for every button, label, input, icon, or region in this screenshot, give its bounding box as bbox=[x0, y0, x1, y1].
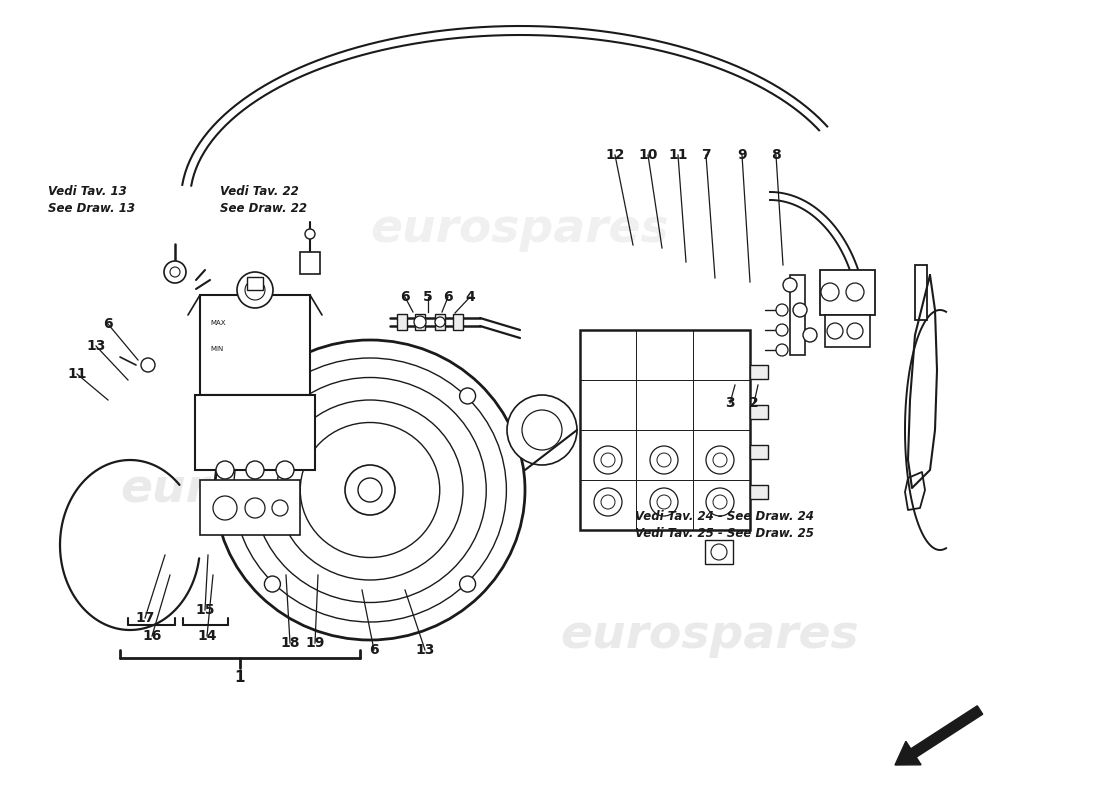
Text: 11: 11 bbox=[67, 367, 87, 381]
Circle shape bbox=[170, 267, 180, 277]
Text: 19: 19 bbox=[306, 636, 324, 650]
Circle shape bbox=[821, 283, 839, 301]
Text: 2: 2 bbox=[749, 396, 759, 410]
Text: eurospares: eurospares bbox=[121, 467, 419, 513]
Bar bbox=[434, 314, 446, 330]
Circle shape bbox=[706, 488, 734, 516]
Circle shape bbox=[847, 323, 864, 339]
Circle shape bbox=[305, 229, 315, 239]
Text: Vedi Tav. 24 - See Draw. 24
Vedi Tav. 25 - See Draw. 25: Vedi Tav. 24 - See Draw. 24 Vedi Tav. 25… bbox=[635, 510, 814, 540]
Circle shape bbox=[522, 410, 562, 450]
Circle shape bbox=[358, 478, 382, 502]
Text: MAX: MAX bbox=[210, 320, 225, 326]
Circle shape bbox=[657, 495, 671, 509]
Text: 11: 11 bbox=[669, 148, 688, 162]
Text: 6: 6 bbox=[370, 643, 378, 657]
Circle shape bbox=[245, 280, 265, 300]
Text: 16: 16 bbox=[142, 629, 162, 643]
Bar bbox=[750, 485, 768, 499]
Circle shape bbox=[460, 388, 475, 404]
Circle shape bbox=[846, 283, 864, 301]
Circle shape bbox=[713, 453, 727, 467]
Circle shape bbox=[434, 317, 446, 327]
Text: 5: 5 bbox=[424, 290, 433, 304]
Bar bbox=[750, 365, 768, 379]
Circle shape bbox=[650, 446, 678, 474]
Bar bbox=[415, 314, 425, 330]
Text: 4: 4 bbox=[465, 290, 475, 304]
Circle shape bbox=[706, 446, 734, 474]
Text: eurospares: eurospares bbox=[561, 613, 859, 658]
Bar bbox=[750, 445, 768, 459]
Circle shape bbox=[793, 303, 807, 317]
Circle shape bbox=[236, 272, 273, 308]
Bar bbox=[705, 540, 733, 564]
Circle shape bbox=[141, 358, 155, 372]
Circle shape bbox=[601, 453, 615, 467]
Circle shape bbox=[345, 465, 395, 515]
Text: 12: 12 bbox=[605, 148, 625, 162]
Circle shape bbox=[264, 388, 280, 404]
Text: 6: 6 bbox=[103, 317, 113, 331]
Circle shape bbox=[711, 544, 727, 560]
Bar bbox=[195, 395, 315, 470]
Circle shape bbox=[164, 261, 186, 283]
Circle shape bbox=[827, 323, 843, 339]
Circle shape bbox=[414, 316, 426, 328]
Circle shape bbox=[272, 500, 288, 516]
Text: 1: 1 bbox=[234, 670, 245, 686]
Text: Vedi Tav. 13
See Draw. 13: Vedi Tav. 13 See Draw. 13 bbox=[48, 185, 135, 215]
Bar bbox=[915, 265, 927, 320]
Circle shape bbox=[776, 324, 788, 336]
Bar bbox=[300, 252, 320, 274]
Bar bbox=[200, 480, 300, 535]
Circle shape bbox=[264, 576, 280, 592]
Text: 13: 13 bbox=[416, 643, 434, 657]
Text: 17: 17 bbox=[135, 611, 155, 625]
Circle shape bbox=[776, 304, 788, 316]
Circle shape bbox=[276, 461, 294, 479]
Bar bbox=[790, 275, 805, 355]
Ellipse shape bbox=[214, 340, 525, 640]
Bar bbox=[453, 314, 463, 330]
Text: eurospares: eurospares bbox=[371, 207, 669, 253]
Bar bbox=[820, 270, 874, 315]
Circle shape bbox=[213, 496, 236, 520]
Circle shape bbox=[783, 278, 798, 292]
Text: MIN: MIN bbox=[210, 346, 223, 352]
Circle shape bbox=[216, 461, 234, 479]
Text: 6: 6 bbox=[400, 290, 410, 304]
Text: 18: 18 bbox=[280, 636, 299, 650]
Circle shape bbox=[460, 576, 475, 592]
Bar bbox=[397, 314, 407, 330]
Circle shape bbox=[594, 446, 621, 474]
Bar bbox=[580, 330, 750, 530]
Text: 6: 6 bbox=[443, 290, 453, 304]
Circle shape bbox=[803, 328, 817, 342]
Text: 15: 15 bbox=[196, 603, 214, 617]
Circle shape bbox=[594, 488, 621, 516]
Circle shape bbox=[713, 495, 727, 509]
Circle shape bbox=[650, 488, 678, 516]
FancyArrow shape bbox=[895, 706, 982, 765]
Text: 14: 14 bbox=[197, 629, 217, 643]
Circle shape bbox=[601, 495, 615, 509]
Bar bbox=[750, 405, 768, 419]
Text: 9: 9 bbox=[737, 148, 747, 162]
Bar bbox=[200, 295, 310, 395]
Text: 13: 13 bbox=[86, 339, 106, 353]
Circle shape bbox=[245, 498, 265, 518]
Text: 8: 8 bbox=[771, 148, 781, 162]
Bar bbox=[248, 277, 263, 290]
Bar bbox=[825, 315, 870, 347]
Circle shape bbox=[657, 453, 671, 467]
Text: 3: 3 bbox=[725, 396, 735, 410]
Text: 10: 10 bbox=[638, 148, 658, 162]
Circle shape bbox=[246, 461, 264, 479]
Circle shape bbox=[776, 344, 788, 356]
Circle shape bbox=[507, 395, 578, 465]
Text: 7: 7 bbox=[701, 148, 711, 162]
Text: Vedi Tav. 22
See Draw. 22: Vedi Tav. 22 See Draw. 22 bbox=[220, 185, 307, 215]
